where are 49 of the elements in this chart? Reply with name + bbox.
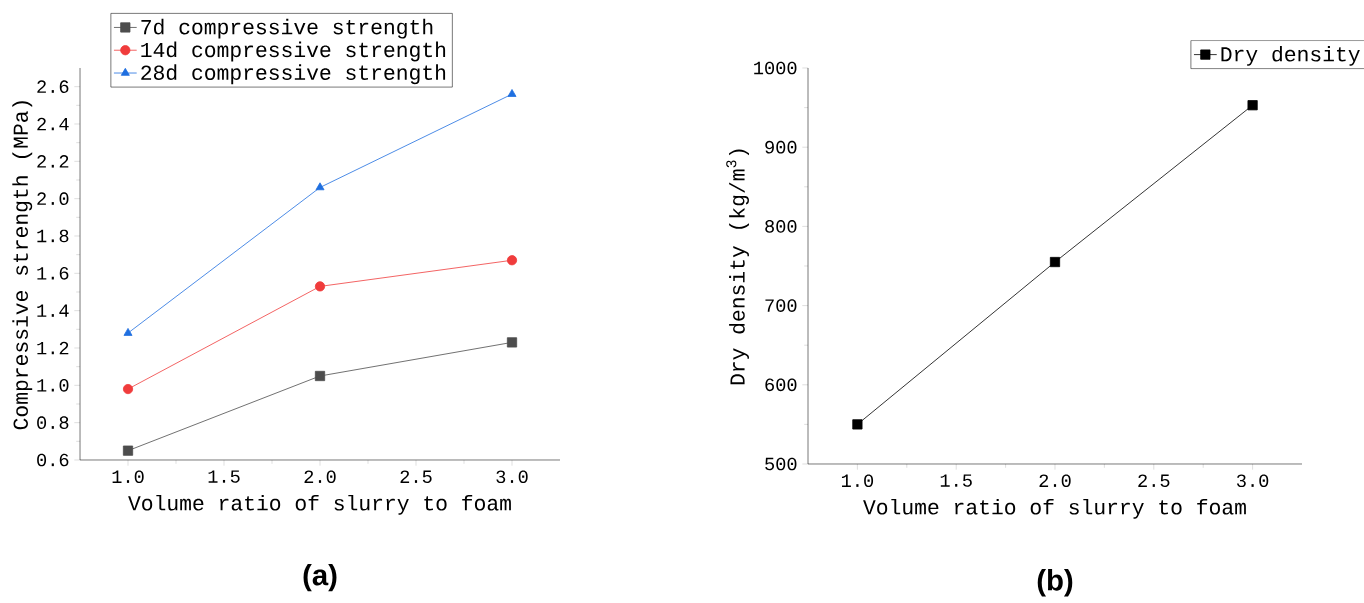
- point: [314, 281, 326, 292]
- point: [1247, 100, 1258, 111]
- y-tick-label: 600: [765, 378, 797, 392]
- y-tick-label: 1.6: [37, 266, 69, 280]
- y-tick-label: 1.0: [37, 378, 69, 392]
- x-tick-label: 1.5: [208, 470, 240, 483]
- point: [852, 419, 863, 430]
- point: [123, 327, 133, 336]
- y-tick-label: 800: [765, 220, 797, 233]
- y-tick-label: 500: [765, 457, 797, 471]
- y-axis-title: Dry density (kg/m$^{3}$): [726, 149, 749, 385]
- y-tick-label: 2.0: [37, 192, 69, 205]
- x-tick-label: 2.0: [1039, 474, 1071, 488]
- x-tick-label: 1.5: [940, 474, 972, 487]
- x-tick-label: 3.0: [496, 470, 528, 484]
- legend-label: Dry density: [1221, 45, 1360, 66]
- x-tick-label: 2.0: [304, 470, 336, 484]
- y-tick-label: 2.4: [37, 117, 69, 131]
- x-axis-title: Volume ratio of slurry to foam: [128, 494, 511, 515]
- point: [1049, 256, 1061, 268]
- x-tick-label: 1.0: [112, 470, 144, 484]
- x-axis-title: Volume ratio of slurry to foam: [863, 498, 1246, 519]
- y-tick-label: 700: [765, 299, 797, 312]
- y-tick-label: 1.4: [37, 304, 69, 317]
- y-tick-label: 2.6: [37, 80, 69, 93]
- y-tick-label: 1000: [754, 61, 797, 75]
- point: [506, 337, 518, 348]
- point: [314, 370, 326, 382]
- x-tick-label: 3.0: [1236, 474, 1269, 488]
- y-tick-label: 1.8: [37, 229, 69, 243]
- legend-label: 28d compressive strength: [141, 64, 446, 85]
- text: (b): [1037, 569, 1073, 597]
- y-tick-label: 900: [765, 140, 797, 154]
- x-tick-label: 2.5: [400, 470, 432, 484]
- x-tick-label: 2.5: [1138, 474, 1170, 488]
- point: [315, 182, 325, 191]
- y-axis-title: Compressive strength (MPa): [12, 101, 33, 430]
- point: [122, 383, 134, 395]
- legend-label: 14d compressive strength: [141, 41, 446, 62]
- y-tick-label: 0.6: [37, 453, 69, 467]
- x-tick-label: 1.0: [841, 474, 874, 488]
- y-tick-label: 1.2: [37, 341, 69, 355]
- y-tick-label: 0.8: [37, 416, 69, 429]
- point: [507, 89, 517, 97]
- point: [122, 445, 134, 456]
- y-tick-label: 2.2: [37, 155, 69, 168]
- point: [506, 255, 518, 266]
- legend-label: 7d compressive strength: [141, 18, 433, 39]
- text: (a): [303, 563, 337, 592]
